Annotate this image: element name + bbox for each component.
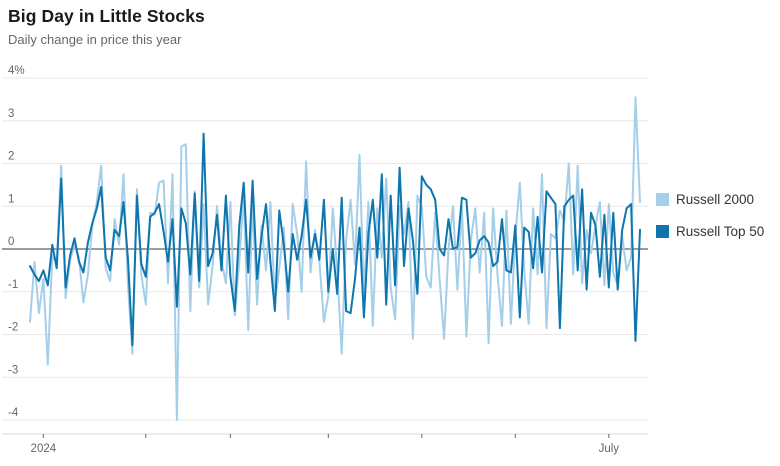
y-axis-label: 0 [8,236,14,248]
y-axis-label: 4% [8,65,25,77]
chart-header: Big Day in Little Stocks Daily change in… [8,6,205,47]
y-axis-label: 2 [8,151,14,163]
legend-item-russell-top-50: Russell Top 50 [656,224,764,239]
x-axis-label: 2024 [31,443,57,455]
y-axis-label: -3 [8,364,18,376]
y-axis-label: 3 [8,108,14,120]
legend-item-russell-2000: Russell 2000 [656,192,764,207]
chart-title: Big Day in Little Stocks [8,6,205,26]
russell-2000-line [29,96,641,421]
chart-legend: Russell 2000 Russell Top 50 [656,192,764,239]
russell-top-50-swatch-icon [656,225,669,238]
russell-2000-swatch-icon [656,193,669,206]
y-axis-label: -2 [8,322,18,334]
chart-subtitle: Daily change in price this year [8,32,182,47]
y-axis-label: 1 [8,193,14,205]
russell-top-50-line [29,132,641,347]
x-axis-label: July [599,443,620,455]
y-axis-label: -4 [8,407,19,419]
legend-label: Russell 2000 [676,192,755,207]
y-axis-label: -1 [8,279,18,291]
legend-label: Russell Top 50 [676,224,765,239]
